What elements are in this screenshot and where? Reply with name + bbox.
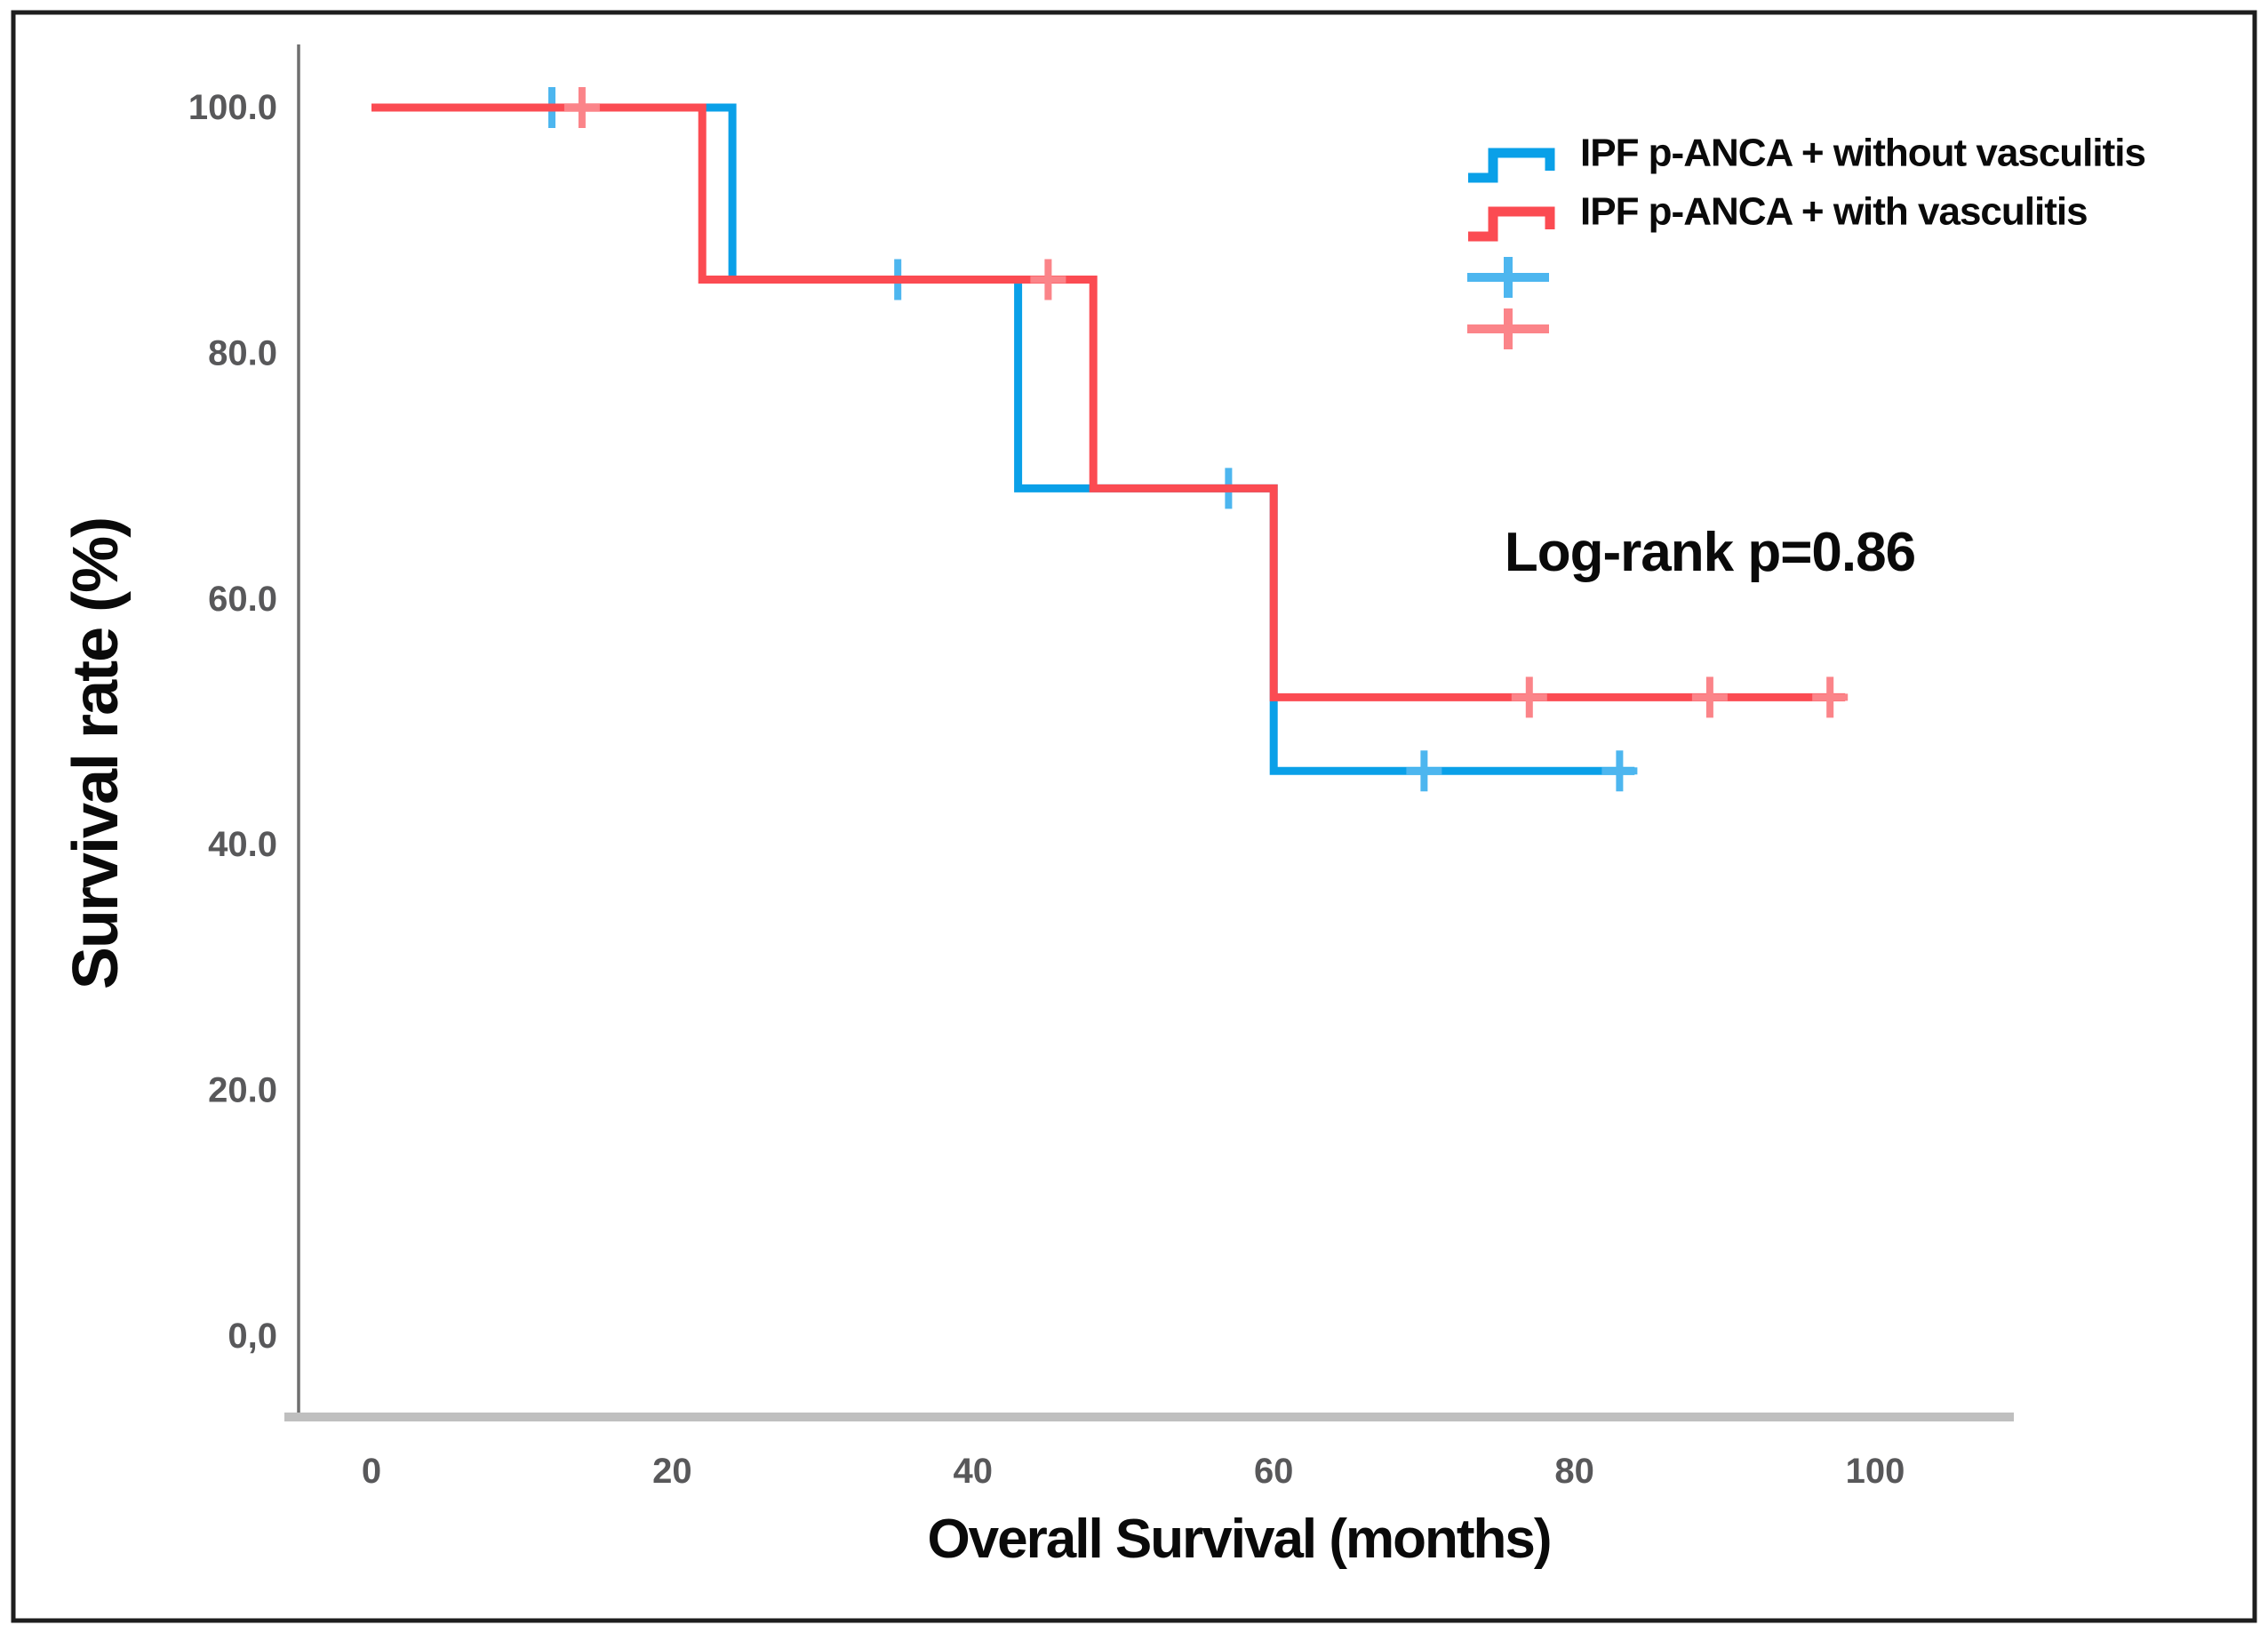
figure-border [11,10,2257,1623]
legend-censor-glyph-0 [1467,257,1549,298]
series-curve-1 [371,103,1846,701]
x-tick-label: 40 [954,1452,994,1491]
y-tick-label: 60.0 [208,580,277,619]
x-tick-label: 0 [362,1452,381,1491]
x-tick-label: 60 [1254,1452,1294,1491]
series-curve-0 [371,103,1635,775]
legend: IPF p-ANCA + without vasculitis IPF p-ANC… [1467,132,2146,349]
legend-item-label-0: IPF p-ANCA + without vasculitis [1580,132,2145,175]
x-tick-label: 100 [1846,1452,1905,1491]
x-tick-label: 20 [652,1452,692,1491]
plot-axes [284,44,2014,1421]
series-layer [371,87,1849,792]
log-rank-annotation: Log-rank p=0.86 [1505,522,1915,583]
y-axis-title: Survival rate (%) [60,518,132,989]
y-tick-label: 0,0 [228,1317,277,1356]
x-axis-title: Overall Survival (months) [927,1509,1550,1570]
y-axis-tick-labels: 100.0 80.0 60.0 40.0 20.0 0,0 [188,88,277,1356]
y-tick-label: 80.0 [208,333,277,372]
x-axis-tick-labels: 0 20 40 60 80 100 [362,1452,1905,1491]
legend-item-label-1: IPF p-ANCA + with vasculitis [1580,190,2088,234]
y-tick-label: 100.0 [188,88,277,127]
legend-censor-glyph-1 [1467,308,1549,349]
y-tick-label: 40.0 [208,825,277,864]
y-tick-label: 20.0 [208,1071,277,1110]
legend-step-glyph-0 [1468,148,1555,183]
legend-step-glyph-1 [1468,206,1555,242]
x-tick-label: 80 [1554,1452,1594,1491]
censor-marks-1 [563,87,1849,718]
